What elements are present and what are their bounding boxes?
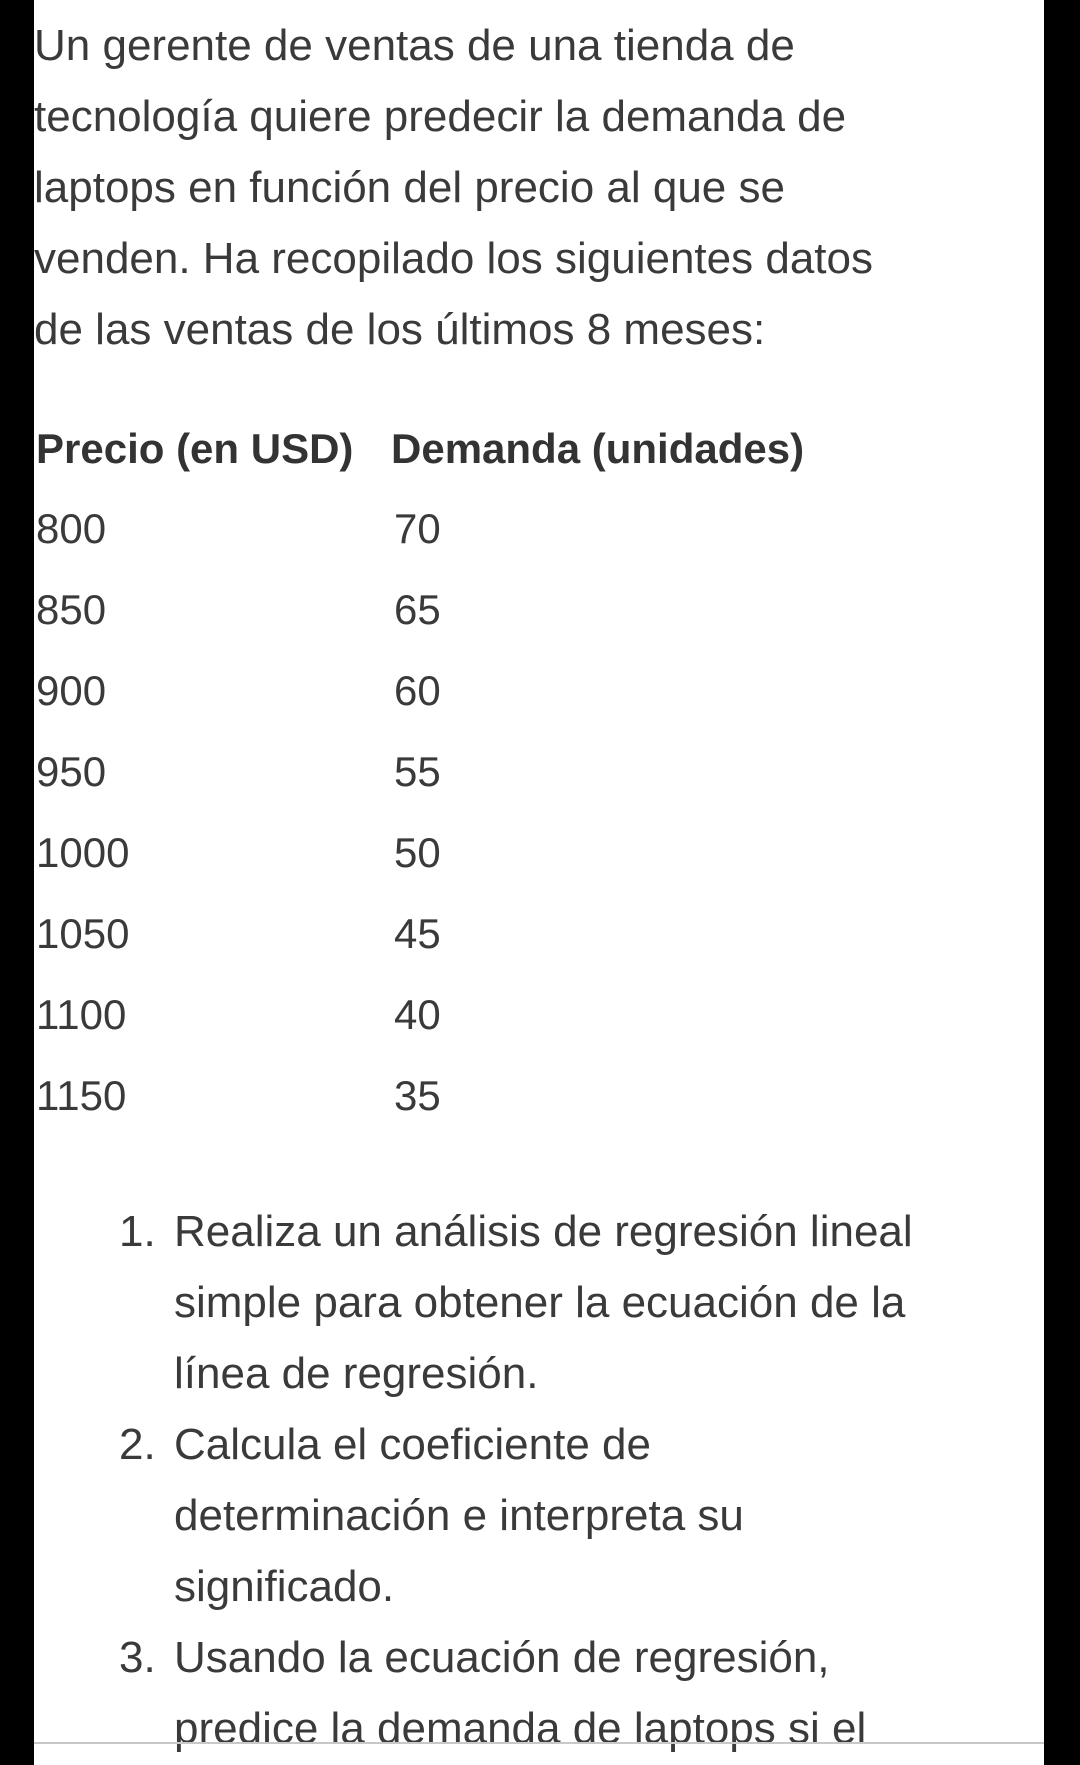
question-line: determinación e interpreta su bbox=[174, 1491, 744, 1540]
question-line: línea de regresión. bbox=[174, 1349, 539, 1398]
cell-price: 1150 bbox=[36, 1072, 127, 1119]
cell-price: 1050 bbox=[36, 910, 130, 957]
list-item: 2. Calcula el coeficiente de determinaci… bbox=[119, 1409, 1019, 1622]
table-row: 1150 35 bbox=[36, 1072, 936, 1153]
cell-demand: 50 bbox=[394, 829, 441, 876]
cell-price: 950 bbox=[36, 748, 107, 795]
table-body: 800 70 850 65 900 60 950 55 1000 50 bbox=[36, 505, 936, 1153]
intro-paragraph: Un gerente de ventas de una tienda de te… bbox=[34, 10, 1024, 365]
intro-line: venden. Ha recopilado los siguientes dat… bbox=[34, 234, 873, 283]
cell-price: 1100 bbox=[36, 991, 127, 1038]
intro-line: Un gerente de ventas de una tienda de bbox=[34, 21, 795, 70]
question-line: simple para obtener la ecuación de la bbox=[174, 1278, 906, 1327]
list-item: 3. Usando la ecuación de regresión, pred… bbox=[119, 1622, 1019, 1764]
question-line: Usando la ecuación de regresión, bbox=[174, 1633, 830, 1682]
cell-demand: 70 bbox=[394, 505, 441, 552]
list-item: 1. Realiza un análisis de regresión line… bbox=[119, 1196, 1019, 1409]
header-price: Precio (en USD) bbox=[36, 425, 354, 472]
header-demand: Demanda (unidades) bbox=[391, 425, 805, 472]
list-number: 2. bbox=[119, 1420, 156, 1469]
list-number: 1. bbox=[119, 1207, 156, 1256]
table-row: 1000 50 bbox=[36, 829, 936, 910]
cell-demand: 40 bbox=[394, 991, 441, 1038]
divider bbox=[34, 1742, 1044, 1744]
question-line: significado. bbox=[174, 1562, 395, 1611]
cell-demand: 45 bbox=[394, 910, 441, 957]
cell-price: 1000 bbox=[36, 829, 130, 876]
question-line: Calcula el coeficiente de bbox=[174, 1420, 651, 1469]
table-row: 950 55 bbox=[36, 748, 936, 829]
intro-line: laptops en función del precio al que se bbox=[34, 163, 785, 212]
table-row: 800 70 bbox=[36, 505, 936, 586]
table-row: 850 65 bbox=[36, 586, 936, 667]
intro-line: de las ventas de los últimos 8 meses: bbox=[34, 305, 766, 354]
cell-price: 850 bbox=[36, 586, 107, 633]
cell-demand: 35 bbox=[394, 1072, 441, 1119]
question-line: predice la demanda de laptops si el bbox=[174, 1704, 867, 1753]
list-number: 3. bbox=[119, 1633, 156, 1682]
cell-demand: 65 bbox=[394, 586, 441, 633]
table-header-row: Precio (en USD) Demanda (unidades) bbox=[36, 425, 936, 491]
data-table: Precio (en USD) Demanda (unidades) 800 7… bbox=[36, 425, 936, 1119]
table-row: 900 60 bbox=[36, 667, 936, 748]
intro-line: tecnología quiere predecir la demanda de bbox=[34, 92, 847, 141]
cell-price: 900 bbox=[36, 667, 107, 714]
cell-demand: 60 bbox=[394, 667, 441, 714]
document-sheet: Un gerente de ventas de una tienda de te… bbox=[34, 0, 1044, 1765]
cell-price: 800 bbox=[36, 505, 107, 552]
cell-demand: 55 bbox=[394, 748, 441, 795]
table-row: 1100 40 bbox=[36, 991, 936, 1072]
question-list: 1. Realiza un análisis de regresión line… bbox=[119, 1196, 1019, 1764]
table-row: 1050 45 bbox=[36, 910, 936, 991]
question-line: Realiza un análisis de regresión lineal bbox=[174, 1207, 913, 1256]
